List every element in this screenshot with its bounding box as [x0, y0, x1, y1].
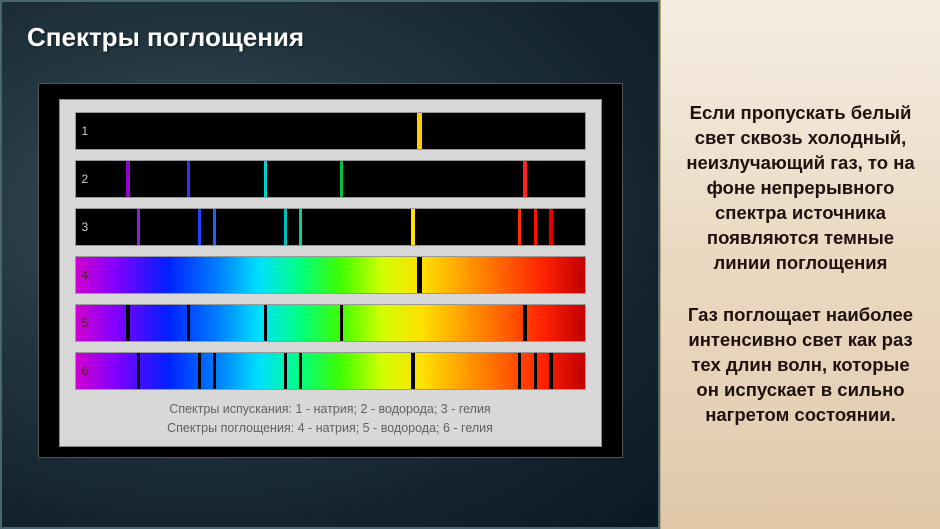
spectral-line: [264, 161, 267, 197]
rainbow-bg: [76, 257, 585, 293]
spectral-line: [340, 305, 343, 341]
spectrum-bar: [76, 209, 585, 245]
spectral-line: [534, 209, 537, 245]
spectral-line: [411, 353, 415, 389]
row-number: 5: [82, 316, 89, 330]
chart-frame: 1 2 3 4 5 6 Спектры испускания: 1 - натрия; 2…: [38, 83, 623, 458]
spectrum-bar: [76, 113, 585, 149]
spectrum-bar: [76, 161, 585, 197]
caption: Спектры испускания: 1 - натрия; 2 - водо…: [75, 400, 586, 438]
spectrum-row: 6: [75, 352, 586, 390]
spectra-rows: 1 2 3 4 5 6: [75, 112, 586, 390]
chart-inner: 1 2 3 4 5 6 Спектры испускания: 1 - натрия; 2…: [59, 99, 602, 447]
spectrum-bar: [76, 305, 585, 341]
spectrum-row: 1: [75, 112, 586, 150]
spectrum-row: 2: [75, 160, 586, 198]
spectral-line: [523, 305, 527, 341]
spectral-line: [523, 161, 527, 197]
spectral-line: [137, 353, 140, 389]
spectral-line: [213, 209, 216, 245]
caption-line-2: Спектры поглощения: 4 - натрия; 5 - водо…: [167, 421, 493, 435]
row-number: 6: [82, 364, 89, 378]
spectral-line: [411, 209, 415, 245]
spectral-line: [299, 353, 302, 389]
right-panel: Если пропускать белый свет сквозь холодн…: [660, 0, 940, 529]
spectral-line: [284, 353, 287, 389]
spectral-line: [264, 305, 267, 341]
spectral-line: [534, 353, 537, 389]
spectral-line: [126, 305, 130, 341]
spectrum-row: 3: [75, 208, 586, 246]
row-number: 3: [82, 220, 89, 234]
spectral-line: [187, 161, 190, 197]
spectral-line: [284, 209, 287, 245]
spectral-line: [198, 353, 201, 389]
spectral-line: [198, 209, 201, 245]
row-number: 2: [82, 172, 89, 186]
spectral-line: [213, 353, 216, 389]
description-1: Если пропускать белый свет сквозь холодн…: [679, 101, 922, 276]
row-number: 1: [82, 124, 89, 138]
spectral-line: [518, 209, 521, 245]
slide-title: Спектры поглощения: [27, 22, 633, 53]
spectrum-row: 4: [75, 256, 586, 294]
spectrum-bar: [76, 353, 585, 389]
left-panel: Спектры поглощения 1 2 3 4 5 6 Спектры испуск…: [0, 0, 660, 529]
spectrum-bar: [76, 257, 585, 293]
rainbow-bg: [76, 353, 585, 389]
spectral-line: [549, 209, 553, 245]
spectral-line: [187, 305, 190, 341]
caption-line-1: Спектры испускания: 1 - натрия; 2 - водо…: [169, 402, 490, 416]
rainbow-bg: [76, 305, 585, 341]
description-2: Газ поглощает наиболее интенсивно свет к…: [679, 303, 922, 428]
spectrum-row: 5: [75, 304, 586, 342]
spectral-line: [417, 257, 422, 293]
row-number: 4: [82, 268, 89, 282]
spectral-line: [137, 209, 140, 245]
spectral-line: [299, 209, 302, 245]
spectral-line: [549, 353, 553, 389]
spectral-line: [518, 353, 521, 389]
spectral-line: [340, 161, 343, 197]
spectral-line: [417, 113, 422, 149]
spectral-line: [126, 161, 130, 197]
